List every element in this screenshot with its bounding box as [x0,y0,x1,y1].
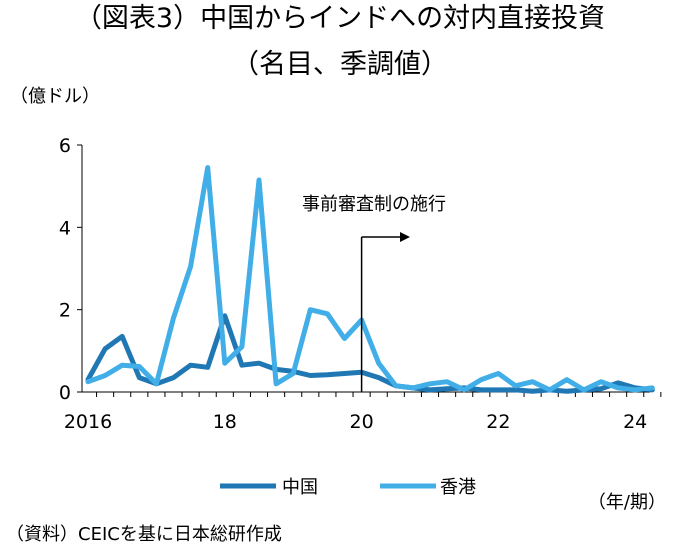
y-tick-label: 2 [59,300,71,322]
y-tick-label: 6 [59,135,71,157]
x-unit-label: （年/期） [587,492,666,513]
x-tick-label: 22 [486,411,510,433]
y-tick-label: 4 [59,217,71,239]
x-tick-label: 2016 [64,411,112,433]
y-unit-label: （億ドル） [10,86,100,107]
x-tick-label: 20 [350,411,374,433]
series-line-香港 [85,165,655,393]
x-tick-label: 24 [623,411,647,433]
x-tick-label: 18 [213,411,237,433]
legend-label-香港: 香港 [440,477,476,498]
source-note: （資料）CEICを基に日本総研作成 [6,524,282,545]
series-line-中国 [85,313,655,394]
legend-label-中国: 中国 [282,477,318,498]
y-tick-label: 0 [59,382,71,404]
annotation-label: 事前審査制の施行 [302,194,446,215]
chart-subtitle: （名目、季調値） [232,49,448,80]
chart-title: （図表3）中国からインドへの対内直接投資 [74,3,606,34]
